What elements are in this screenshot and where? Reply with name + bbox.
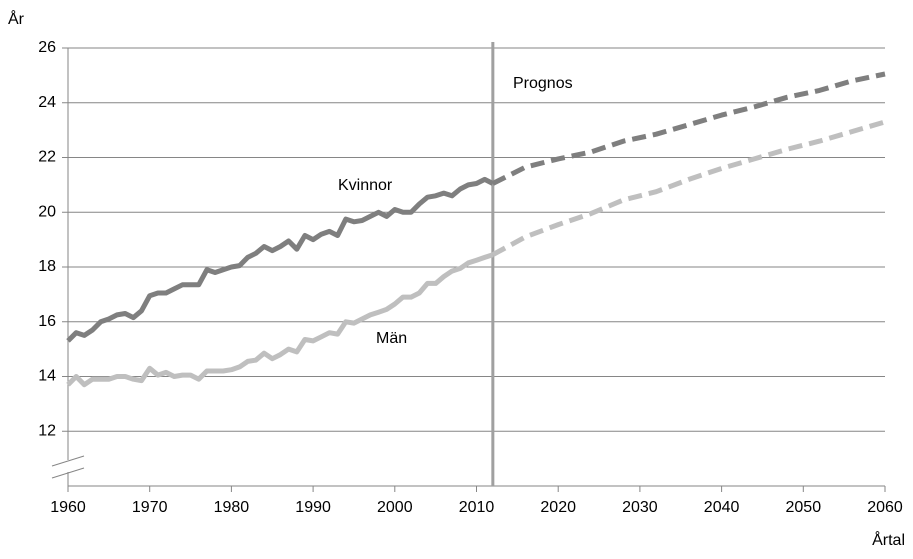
x-tick-label: 2050 (786, 499, 822, 516)
x-tick-label: 1970 (132, 499, 168, 516)
x-tick-label: 1980 (214, 499, 250, 516)
series-line (66, 176, 494, 343)
x-tick-label: 2000 (377, 499, 413, 516)
forecast-series-line (491, 71, 886, 186)
x-tick-label: 2010 (459, 499, 495, 516)
y-tick-label: 14 (38, 368, 56, 385)
axis-break (51, 455, 85, 467)
x-tick-label: 1960 (50, 499, 86, 516)
x-tick-label: 2060 (867, 499, 903, 516)
x-axis-label: Årtal (872, 530, 905, 549)
x-tick-label: 2020 (540, 499, 576, 516)
x-tick-label: 2040 (704, 499, 740, 516)
y-tick-label: 22 (38, 149, 56, 166)
forecast-series-line (491, 119, 886, 257)
forecast-label: Prognos (513, 75, 573, 92)
axis-break (51, 467, 85, 479)
y-tick-label: 12 (38, 422, 56, 439)
y-tick-label: 20 (38, 203, 56, 220)
x-tick-label: 1990 (295, 499, 331, 516)
series-line (66, 252, 494, 388)
y-tick-label: 24 (38, 94, 56, 111)
series-label: Män (376, 330, 407, 347)
y-tick-label: 26 (38, 39, 56, 56)
y-tick-label: 18 (38, 258, 56, 275)
y-tick-label: 16 (38, 313, 56, 330)
y-axis-label: År (8, 9, 25, 28)
x-tick-label: 2030 (622, 499, 658, 516)
series-label: Kvinnor (338, 177, 393, 194)
